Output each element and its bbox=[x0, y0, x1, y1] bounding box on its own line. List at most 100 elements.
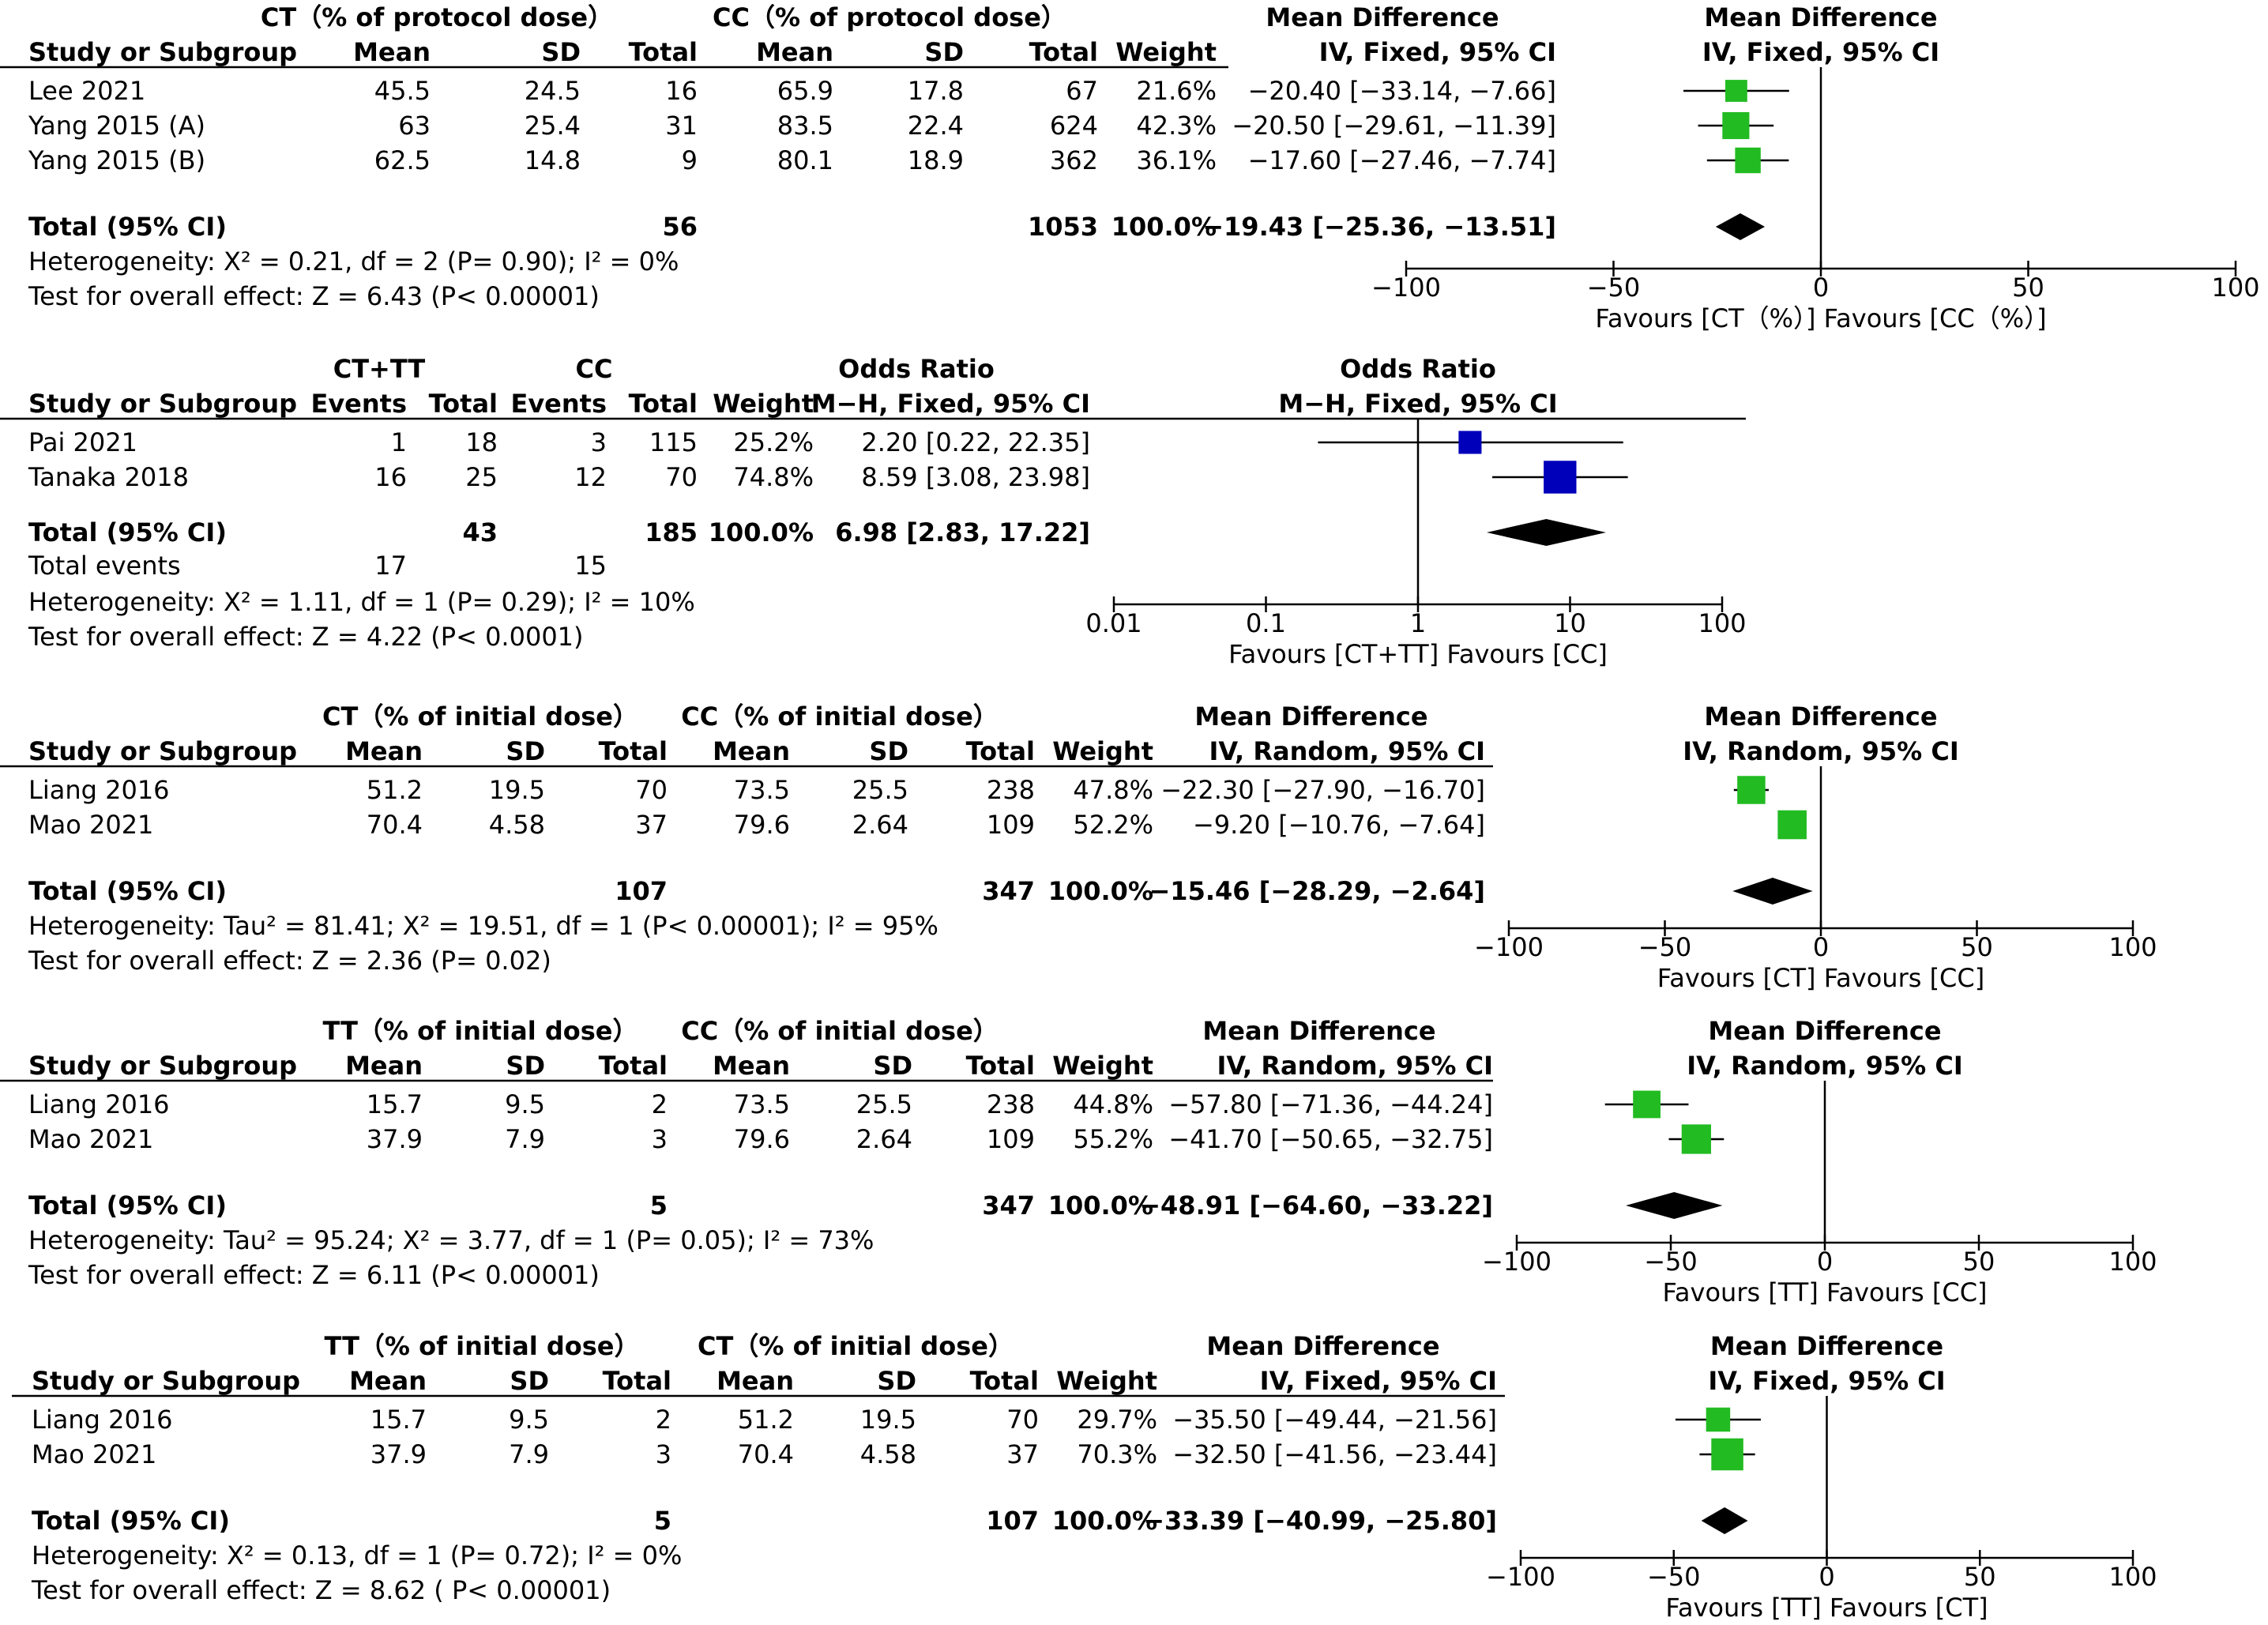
favours-label: Favours [TT] Favours [CT] bbox=[1665, 1593, 1988, 1623]
total-weight: 100.0% bbox=[709, 517, 814, 547]
total-ci: −48.91 [−64.60, −33.22] bbox=[1139, 1191, 1493, 1221]
total-ci: −33.39 [−40.99, −25.80] bbox=[1143, 1506, 1497, 1536]
mean2-column-header: Mean bbox=[713, 736, 790, 766]
x-axis-tick-label: −100 bbox=[1486, 1562, 1555, 1592]
ci-cell: −17.60 [−27.46, −7.74] bbox=[1248, 145, 1556, 175]
study-name: Mao 2021 bbox=[28, 810, 153, 840]
total-weight: 100.0% bbox=[1048, 1191, 1153, 1221]
sd2-column-header: SD bbox=[877, 1366, 916, 1396]
group1-header: CT（% of protocol dose） bbox=[261, 2, 613, 32]
ci-cell: −20.50 [−29.61, −11.39] bbox=[1232, 111, 1556, 141]
events1-cell: 1 bbox=[391, 427, 407, 457]
sd1-column-header: SD bbox=[506, 736, 545, 766]
group1-header: CT+TT bbox=[333, 354, 426, 384]
forest-panel-2: CT+TT CC Odds Ratio Odds Ratio Study or Subg… bbox=[0, 354, 1747, 669]
mean1-cell: 37.9 bbox=[367, 1124, 423, 1154]
ci-cell: 2.20 [0.22, 22.35] bbox=[861, 427, 1090, 457]
study-name: Liang 2016 bbox=[28, 775, 170, 805]
total-label: Total (95% CI) bbox=[28, 212, 227, 242]
study-estimate-square bbox=[1633, 1090, 1661, 1119]
total2-cell: 37 bbox=[1006, 1439, 1039, 1469]
study-estimate-square bbox=[1735, 147, 1761, 174]
sd2-cell: 19.5 bbox=[860, 1405, 916, 1435]
study-name: Liang 2016 bbox=[32, 1405, 173, 1435]
group2-header: CC bbox=[576, 354, 613, 384]
study-estimate-square bbox=[1722, 111, 1750, 140]
mean1-column-header: Mean bbox=[345, 736, 423, 766]
total1-column-header: Total bbox=[599, 736, 668, 766]
total-events2: 15 bbox=[574, 551, 607, 581]
sd2-cell: 4.58 bbox=[860, 1439, 916, 1469]
mean1-cell: 62.5 bbox=[374, 145, 431, 175]
heterogeneity-stat: Heterogeneity: Χ² = 0.21, df = 2 (P= 0.9… bbox=[28, 246, 679, 276]
sd1-column-header: SD bbox=[510, 1366, 549, 1396]
study-name: Yang 2015 (B) bbox=[28, 145, 205, 175]
sd1-cell: 19.5 bbox=[489, 775, 545, 805]
sd1-cell: 9.5 bbox=[505, 1089, 545, 1119]
x-axis-tick-label: 0.01 bbox=[1085, 608, 1142, 638]
total2-value: 347 bbox=[982, 1191, 1035, 1221]
weight-column-header: Weight bbox=[713, 389, 814, 419]
subgroup-column-header: Study or Subgroup bbox=[28, 736, 297, 766]
method-header-plot: M−H, Fixed, 95% CI bbox=[1278, 389, 1557, 419]
mean2-cell: 79.6 bbox=[734, 810, 790, 840]
weight-cell: 29.7% bbox=[1077, 1405, 1157, 1435]
effect-header-table: Mean Difference bbox=[1194, 702, 1427, 732]
pooled-estimate-diamond bbox=[1486, 519, 1606, 546]
total1-cell: 2 bbox=[656, 1405, 671, 1435]
favours-label: Favours [CT+TT] Favours [CC] bbox=[1228, 639, 1608, 669]
mean1-column-header: Mean bbox=[353, 37, 431, 67]
x-axis-tick-label: −50 bbox=[1647, 1562, 1701, 1592]
mean1-cell: 15.7 bbox=[370, 1405, 427, 1435]
sd2-column-header: SD bbox=[869, 736, 908, 766]
overall-effect-test: Test for overall effect: Z = 2.36 (P= 0.… bbox=[28, 946, 551, 976]
total-events1: 17 bbox=[374, 551, 407, 581]
weight-cell: 52.2% bbox=[1073, 810, 1153, 840]
sd2-cell: 25.5 bbox=[852, 775, 908, 805]
events2-column-header: Events bbox=[510, 389, 607, 419]
sd1-column-header: SD bbox=[541, 37, 581, 67]
total1-value: 107 bbox=[615, 876, 668, 906]
overall-effect-test: Test for overall effect: Z = 6.43 (P< 0.… bbox=[28, 281, 600, 311]
pooled-estimate-diamond bbox=[1715, 213, 1766, 240]
mean2-cell: 79.6 bbox=[734, 1124, 790, 1154]
sd2-cell: 22.4 bbox=[908, 111, 964, 141]
group2-header: CC（% of protocol dose） bbox=[713, 2, 1066, 32]
total1-value: 5 bbox=[654, 1506, 671, 1536]
ci-cell: −57.80 [−71.36, −44.24] bbox=[1168, 1089, 1493, 1119]
weight-cell: 42.3% bbox=[1136, 111, 1217, 141]
events2-cell: 3 bbox=[591, 427, 607, 457]
mean2-cell: 80.1 bbox=[777, 145, 833, 175]
study-estimate-square bbox=[1681, 1124, 1712, 1154]
x-axis-tick-label: 50 bbox=[1963, 1247, 1995, 1277]
weight-cell: 55.2% bbox=[1073, 1124, 1153, 1154]
sd1-column-header: SD bbox=[506, 1051, 545, 1081]
pooled-estimate-diamond bbox=[1701, 1507, 1748, 1534]
mean1-cell: 70.4 bbox=[367, 810, 423, 840]
sd1-cell: 4.58 bbox=[489, 810, 545, 840]
sd2-cell: 18.9 bbox=[908, 145, 964, 175]
favours-label: Favours [TT] Favours [CC] bbox=[1662, 1277, 1987, 1307]
mean2-cell: 51.2 bbox=[738, 1405, 794, 1435]
total-label: Total (95% CI) bbox=[28, 876, 227, 906]
method-header-table: IV, Random, 95% CI bbox=[1217, 1051, 1493, 1081]
total2-cell: 109 bbox=[987, 1124, 1035, 1154]
mean2-cell: 73.5 bbox=[734, 1089, 790, 1119]
total-weight: 100.0% bbox=[1052, 1506, 1157, 1536]
effect-header-table: Mean Difference bbox=[1266, 2, 1499, 32]
subgroup-column-header: Study or Subgroup bbox=[28, 389, 297, 419]
effect-header-table: Mean Difference bbox=[1206, 1331, 1439, 1361]
subgroup-column-header: Study or Subgroup bbox=[28, 1051, 297, 1081]
mean2-column-header: Mean bbox=[717, 1366, 794, 1396]
forest-panel-4: TT（% of initial dose） CC（% of initial dos… bbox=[0, 1016, 2157, 1307]
total1-column-header: Total bbox=[599, 1051, 668, 1081]
method-header-table: IV, Fixed, 95% CI bbox=[1260, 1366, 1497, 1396]
study-estimate-square bbox=[1544, 461, 1577, 494]
mean1-cell: 63 bbox=[398, 111, 431, 141]
mean2-cell: 70.4 bbox=[738, 1439, 794, 1469]
x-axis-tick-label: −50 bbox=[1644, 1247, 1698, 1277]
total1-value: 43 bbox=[462, 517, 498, 547]
weight-cell: 25.2% bbox=[733, 427, 814, 457]
total2-column-header: Total bbox=[1029, 37, 1098, 67]
total2-cell: 624 bbox=[1050, 111, 1098, 141]
